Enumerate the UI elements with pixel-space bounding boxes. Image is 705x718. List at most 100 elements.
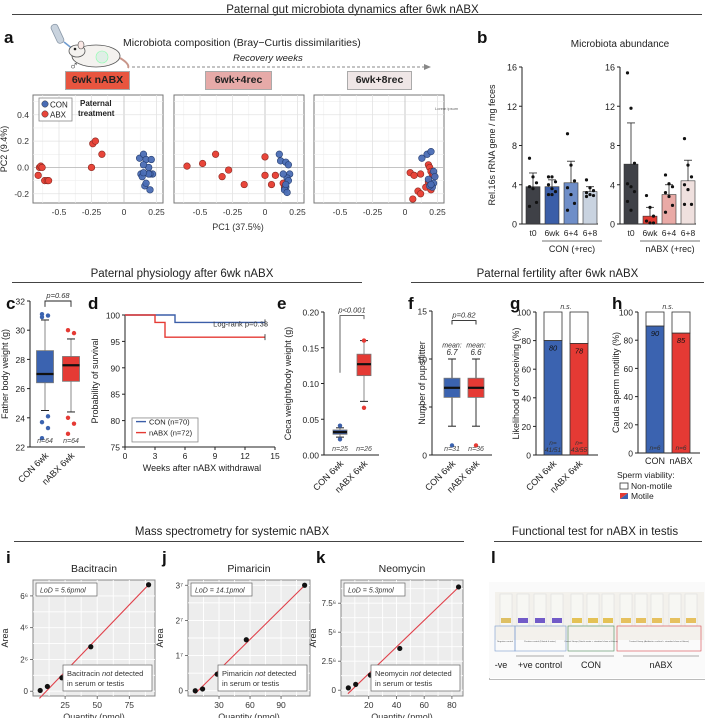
bar-6+4 — [661, 194, 677, 225]
y-tick-label: 6⁶ — [20, 592, 28, 601]
panel-label-a: a — [4, 28, 14, 47]
d-y-tick-label: 75 — [111, 443, 121, 453]
data-point — [546, 192, 551, 197]
y-tick-label: 0 — [24, 687, 29, 696]
chart-title: Neomycin — [379, 563, 426, 575]
x-tick-label: 0 — [122, 207, 127, 217]
pc2-label: PC2 (9.4%) — [0, 126, 9, 173]
outlier-point — [39, 419, 45, 425]
n-label: n=25 — [332, 446, 348, 453]
x-tick-label: -0.25 — [223, 207, 243, 217]
y-axis-label: Father body weight (g) — [0, 329, 10, 419]
data-point — [629, 208, 633, 212]
x-axis-label: Quantity (pmol) — [371, 712, 433, 718]
outlier-point — [337, 437, 343, 442]
x-tick-label: 0 — [123, 451, 128, 461]
y-tick-label: 3⁷ — [176, 581, 183, 590]
con-point — [283, 188, 291, 197]
y-axis-label: Cauda sperm motility (%) — [611, 332, 621, 433]
abx-point — [267, 180, 276, 189]
bar-value-label: 78 — [575, 346, 584, 355]
x-tick-label: 0 — [403, 207, 408, 217]
x-tick-label: 6 — [183, 451, 188, 461]
bar-6+8 — [680, 180, 696, 225]
x-tick-label: 6wk — [642, 228, 658, 238]
data-point — [569, 163, 573, 167]
abx-point — [98, 150, 106, 158]
legend-label: CON (n=70) — [149, 418, 190, 427]
p-value: p=0.68 — [45, 291, 70, 300]
y-tick-label: 20 — [624, 420, 634, 430]
y-tick-label: 0.20 — [302, 308, 319, 318]
n-label: n=64 — [37, 438, 53, 445]
data-point — [670, 203, 675, 207]
group-label-1: +ve control — [518, 660, 562, 670]
y-axis-label: Probability of survival — [90, 338, 100, 423]
y-tick-label: 28 — [16, 355, 26, 365]
abx-point — [212, 150, 220, 158]
n-label: 41/51 — [545, 447, 562, 454]
data-point — [632, 161, 637, 165]
y-tick-label: 40 — [624, 392, 634, 402]
x-tick-label: 20 — [364, 700, 374, 710]
outlier-point — [45, 313, 51, 318]
data-point — [629, 185, 633, 189]
n-label: n=36 — [468, 446, 484, 453]
fit-line — [194, 584, 306, 694]
note-line-1: Pimaricin not detected — [222, 669, 296, 678]
n-label: n=64 — [63, 438, 79, 445]
x-tick-label: t0 — [627, 228, 634, 238]
data-point — [584, 194, 589, 199]
y-tick-label: 1⁷ — [176, 652, 183, 661]
abx-point — [218, 173, 226, 181]
panel-label-h: h — [612, 294, 623, 313]
legend-label: nABX (n=72) — [149, 429, 193, 438]
significance-label: n.s. — [662, 304, 673, 311]
y-axis-label: Area — [308, 628, 318, 647]
x-tick-label: -0.5 — [333, 207, 348, 217]
significance-bracket — [339, 315, 365, 373]
note-emphasis: not — [410, 669, 421, 678]
data-point — [667, 182, 671, 186]
data-point — [565, 208, 570, 212]
p-value: p=0.82 — [451, 311, 476, 320]
data-point — [553, 190, 558, 194]
note-line-1: Neomycin not detected — [375, 669, 452, 678]
fit-line — [39, 584, 149, 699]
y-tick-label: 32 — [16, 297, 26, 307]
data-point — [88, 644, 94, 650]
legend-label-non-motile: Non-motile — [631, 481, 672, 491]
tube-liquid — [670, 618, 680, 623]
outlier-point — [449, 443, 455, 448]
x-tick-label: 25 — [60, 700, 70, 710]
bar-nabx — [671, 332, 691, 454]
y-tick-label: 24 — [16, 413, 26, 423]
section-rule — [12, 14, 702, 15]
section-title-mass-spec: Mass spectrometry for systemic nABX — [134, 526, 330, 538]
pimaricin-chart: Pimaricin 30 60 90 0 1⁷ 2⁷ 3⁷ LoD = 14.1pmol Pima… — [155, 563, 311, 718]
chart-title: Microbiota abundance — [571, 39, 670, 50]
tube-liquid — [552, 618, 562, 623]
corner-note: Lorem ipsum — [435, 106, 459, 111]
con-point — [275, 150, 283, 158]
section-rule — [12, 282, 362, 283]
con-group-box — [567, 625, 615, 652]
note-line-2: in serum or testis — [375, 679, 432, 688]
y-tick-label: 0 — [526, 451, 531, 461]
con-point — [147, 155, 155, 164]
box-caption: Control Group (Sterile water + standard … — [564, 640, 618, 643]
data-point — [527, 204, 532, 208]
group-label-2: CON — [581, 660, 601, 670]
bar-value-label: 80 — [549, 344, 558, 353]
box-caption: Negative control — [497, 640, 513, 643]
panel-label-c: c — [6, 294, 16, 313]
data-point — [569, 192, 573, 197]
abx-point — [417, 190, 425, 198]
data-point — [670, 185, 675, 189]
panel-label-l: l — [491, 548, 496, 567]
timepoint-tag-6wk-8rec: 6wk+8rec — [347, 71, 412, 90]
tube-liquid — [621, 618, 631, 623]
significance-bracket — [44, 300, 72, 307]
logrank-label: Log-rank p=0.33 — [213, 320, 268, 329]
